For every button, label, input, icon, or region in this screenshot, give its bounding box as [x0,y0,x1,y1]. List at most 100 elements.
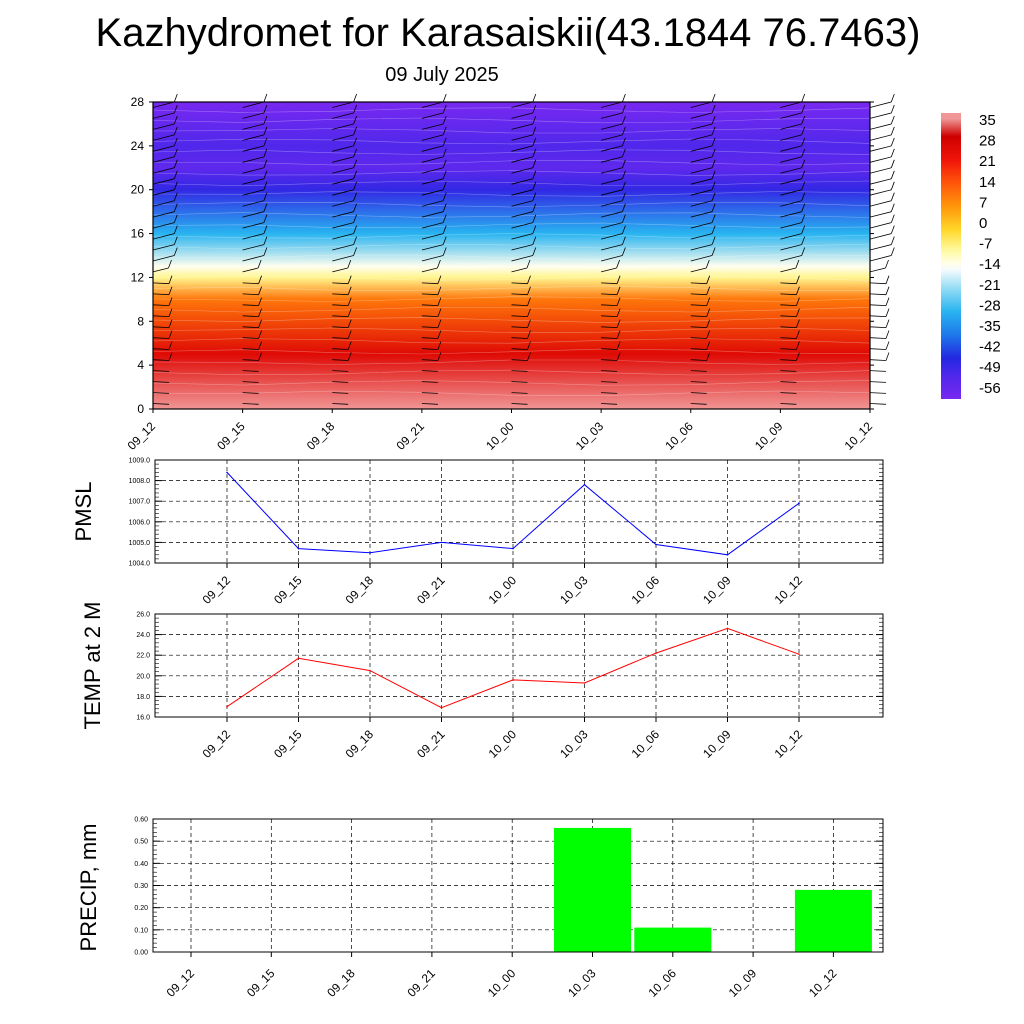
temp-point [726,627,729,630]
wind-barb [511,337,528,339]
wind-barb-flag [890,203,895,212]
wind-barb [511,134,533,141]
wind-barb-flag [622,181,626,190]
wind-barb [152,348,170,350]
wind-barb-flag [527,330,531,339]
wind-barb-flag [885,286,890,295]
wind-barb-flag [801,126,806,136]
wind-barb-flag [353,159,357,168]
wind-barb [601,156,623,163]
wind-barb-flag [168,297,173,306]
wind-barb-flag [527,341,531,350]
wind-barb-flag [885,319,890,328]
wind-barb [869,282,887,285]
wind-barb-flag [168,286,173,295]
wind-barb-flag [347,286,352,295]
wind-barb [511,293,528,296]
wind-barb [511,189,533,196]
wind-barb [152,156,175,163]
x-tick-label: 10_12 [772,573,806,607]
y-tick-label: 1008.0 [129,478,151,485]
wind-barb-flag [622,104,626,114]
wind-barb [690,222,713,229]
wind-barb [511,267,528,273]
wind-barb-flag [168,259,172,269]
wind-barb-flag [347,297,352,306]
wind-barb [242,134,265,141]
pmsl-point [583,483,586,486]
wind-barb-flag [442,170,447,179]
wind-barb-flag [527,352,531,361]
wind-barb [780,189,802,196]
heatmap-panel: 0 4 8 12 16 20 24 28 09_12 09_15 09_18 09_21 10_00 10… [125,93,895,453]
y-tick-label: 22.0 [136,653,150,660]
panel-frame [154,613,884,718]
wind-barb [600,101,623,108]
wind-barb [152,370,170,372]
wind-barb-flag [442,148,447,158]
wind-barb-flag [706,330,711,339]
colorbar-label: -7 [979,236,992,253]
wind-barb-flag [173,148,178,158]
wind-barb-flag [796,286,800,295]
wind-barb-flag [353,192,357,201]
wind-barb-flag [442,236,447,245]
wind-barb [152,392,170,394]
wind-barb [780,255,802,262]
x-tick-label: 10_06 [629,727,663,761]
wind-barb [421,359,438,361]
wind-barb [511,167,533,174]
wind-barb-flag [173,225,178,234]
wind-barb [332,359,349,361]
wind-barb-flag [616,330,621,339]
wind-barb-flag [353,115,357,125]
wind-barb-flag [173,159,178,168]
wind-barb-flag [711,104,716,114]
wind-barb [690,178,713,185]
wind-barb-flag [796,297,800,306]
wind-barb [152,359,170,361]
contour-line [153,191,870,197]
wind-barbs [152,93,895,405]
wind-barb-flag [796,330,800,339]
wind-barb-flag [616,319,621,328]
wind-barb-flag [173,192,178,201]
wind-barb [511,101,533,108]
wind-barb [152,337,170,339]
wind-barb-flag [437,319,442,328]
wind-barb [332,392,349,394]
x-tick-label: 09_12 [200,573,234,607]
wind-barb [421,304,438,306]
colorbar-label: -49 [979,359,1001,376]
wind-barb-flag [442,214,447,223]
wind-barb-flag [705,259,710,269]
wind-barb [332,348,349,350]
wind-barb-flag [173,93,178,103]
precip-axis-label: PRECIP, mm [76,824,101,952]
wind-barb [690,134,713,141]
wind-barb-flag [442,192,447,201]
wind-barb-flag [801,192,806,201]
wind-barb-flag [263,104,268,114]
x-tick-label: 10_12 [772,727,806,761]
wind-barb [780,222,802,229]
wind-barb-flag [622,148,626,158]
wind-barb [690,370,707,372]
wind-barb [780,381,797,383]
wind-barb [242,167,265,174]
wind-barb [601,211,623,218]
x-tick-label: 09_15 [214,419,248,453]
wind-barb-flag [437,275,442,284]
wind-barb [690,293,707,296]
wind-barb-flag [890,159,895,168]
wind-barb [690,156,713,163]
wind-barb [332,381,349,383]
wind-barb-flag [526,259,531,269]
wind-barb [780,337,797,339]
wind-barb-flag [890,247,895,256]
temperature-field [153,102,870,409]
chart-date: 09 July 2025 [385,64,499,86]
y-tick-label: 0.10 [134,927,148,934]
precip-panel: 0.00 0.10 0.20 0.30 0.40 0.50 0.60 09_12 09_15 09… [76,817,884,1000]
wind-barb-flag [353,236,357,245]
